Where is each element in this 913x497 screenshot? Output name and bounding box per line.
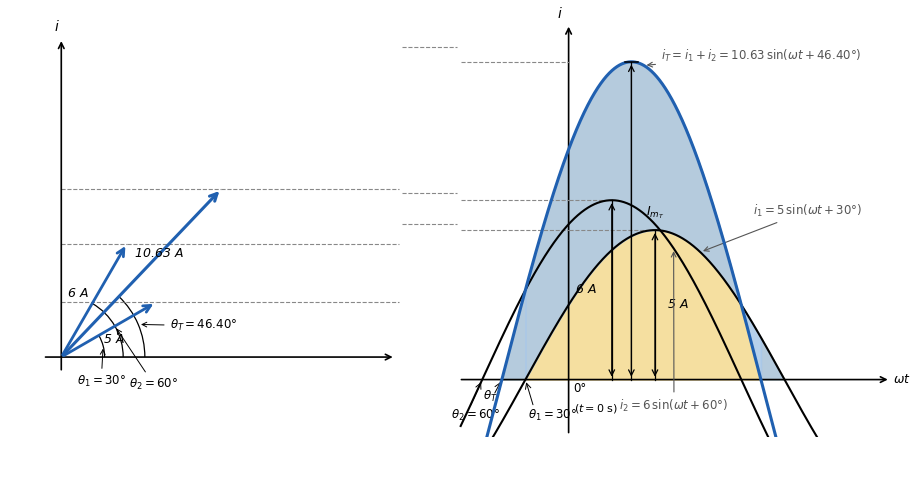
Text: $i_T = i_1 + i_2 = 10.63\,\sin(\omega t + 46.40°)$: $i_T = i_1 + i_2 = 10.63\,\sin(\omega t … xyxy=(647,48,862,67)
Text: 10.63 A: 10.63 A xyxy=(135,248,184,260)
Text: $\theta_1 = 30°$: $\theta_1 = 30°$ xyxy=(77,350,126,389)
Text: $i_1 = 5\,\sin(\omega t + 30°)$: $i_1 = 5\,\sin(\omega t + 30°)$ xyxy=(704,203,862,251)
Text: 6 A: 6 A xyxy=(576,283,597,296)
Text: 0°: 0° xyxy=(573,382,587,395)
Text: $\theta_T$: $\theta_T$ xyxy=(483,389,498,404)
Text: $\theta_T = 46.40°$: $\theta_T = 46.40°$ xyxy=(142,318,237,333)
Text: $\omega t$: $\omega t$ xyxy=(893,373,910,386)
Text: $\theta_2 = 60°$: $\theta_2 = 60°$ xyxy=(451,409,499,423)
Text: $(t = 0$ s$)$: $(t = 0$ s$)$ xyxy=(573,402,618,415)
Text: $i$: $i$ xyxy=(557,6,562,21)
Text: $i$: $i$ xyxy=(54,19,59,34)
Text: 5 A: 5 A xyxy=(667,298,688,311)
Text: $\theta_1 = 30°$: $\theta_1 = 30°$ xyxy=(528,409,576,423)
Text: $i_2 = 6\,\sin(\omega t + 60°)$: $i_2 = 6\,\sin(\omega t + 60°)$ xyxy=(619,252,729,414)
Text: $I_{m_T}$: $I_{m_T}$ xyxy=(646,204,665,221)
Text: $\theta_2 = 60°$: $\theta_2 = 60°$ xyxy=(117,330,178,392)
Text: 6 A: 6 A xyxy=(68,287,89,300)
Text: 5 A: 5 A xyxy=(103,333,124,346)
